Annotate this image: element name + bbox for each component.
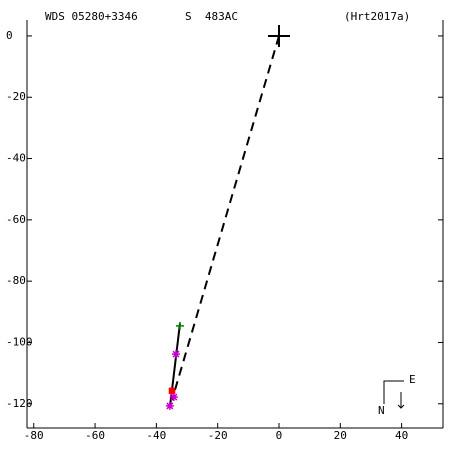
y-tick-label: -100 <box>6 335 33 348</box>
pair-name: S 483AC <box>185 10 238 23</box>
x-tick-label: -60 <box>85 429 105 442</box>
x-tick-label: -40 <box>146 429 166 442</box>
y-tick-label: -40 <box>6 152 26 165</box>
orbit-dash <box>171 35 280 401</box>
compass-north: N <box>378 404 385 417</box>
primary-star <box>267 24 290 47</box>
x-tick-label: 0 <box>276 429 283 442</box>
measurement-point <box>168 387 176 395</box>
compass: E N <box>378 373 416 417</box>
compass-east: E <box>409 373 416 386</box>
measurement-point <box>175 321 184 330</box>
measurement-point <box>165 401 174 410</box>
x-tick-label: -20 <box>208 429 228 442</box>
y-tick-label: -60 <box>6 213 26 226</box>
measurement-point <box>169 393 178 402</box>
y-tick-label: -20 <box>6 90 26 103</box>
measurement-point <box>171 350 180 359</box>
x-tick-label: 40 <box>395 429 408 442</box>
y-tick-label: -80 <box>6 274 26 287</box>
x-tick-label: 20 <box>334 429 347 442</box>
y-tick-label: -120 <box>6 397 33 410</box>
x-tick-label: -80 <box>24 429 44 442</box>
reference: (Hrt2017a) <box>344 10 410 23</box>
y-tick-label: 0 <box>6 29 13 42</box>
wds-id: WDS 05280+3346 <box>45 10 138 23</box>
